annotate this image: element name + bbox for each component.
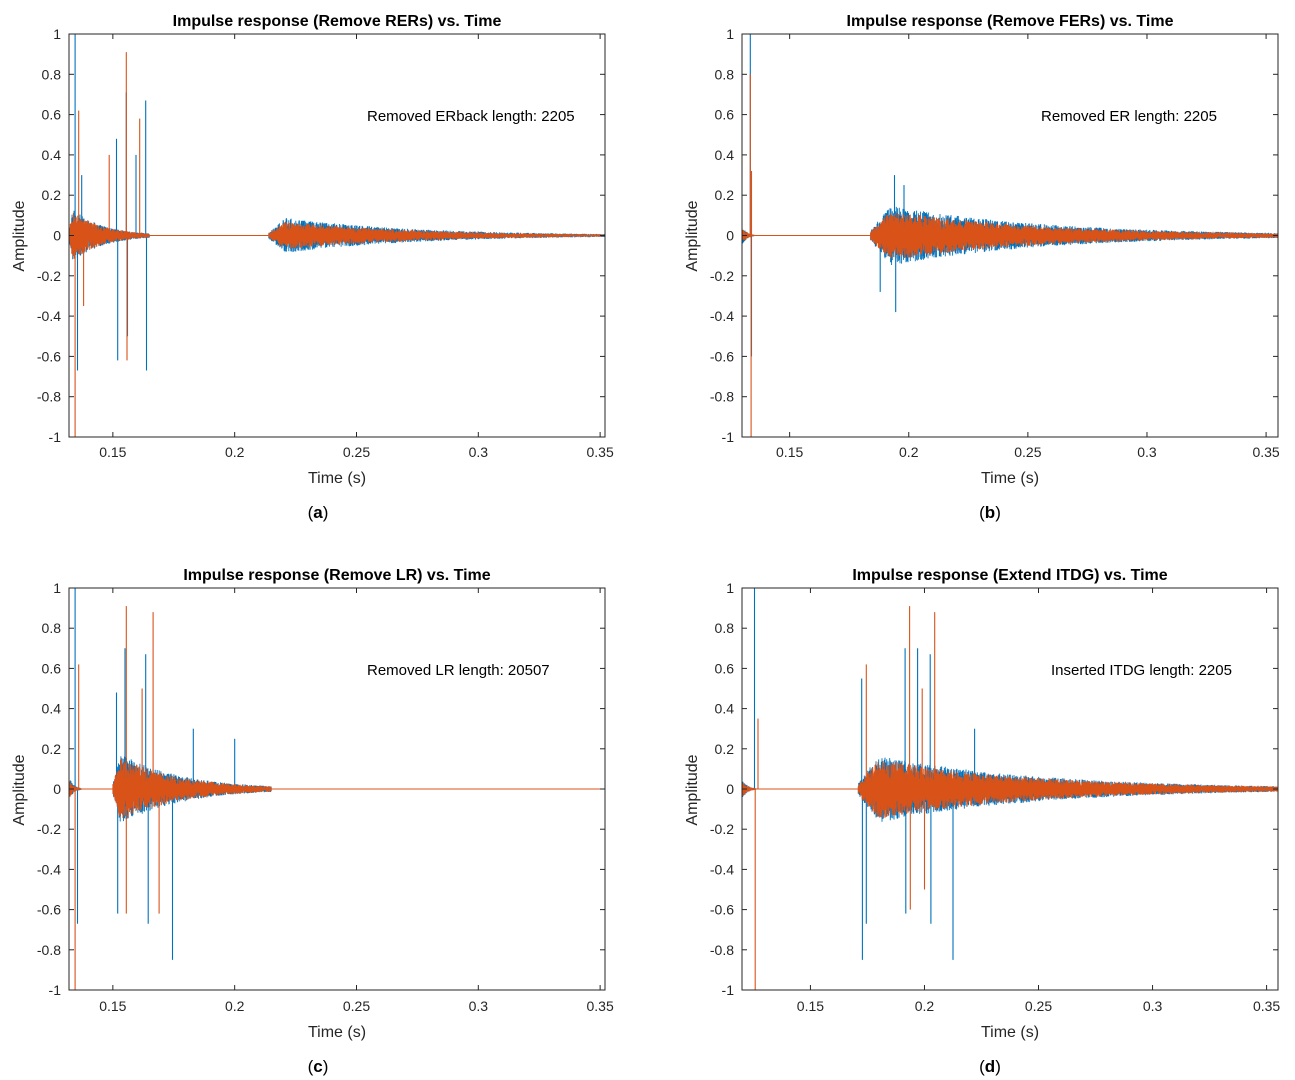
y-tick-label: -0.4 <box>710 861 734 877</box>
series-2-trace <box>742 761 1278 818</box>
y-tick-label: 0 <box>53 781 61 797</box>
y-tick-label: 0.2 <box>715 187 735 203</box>
panel-caption: (c) <box>308 1057 329 1076</box>
x-tick-label: 0.3 <box>469 998 489 1014</box>
x-axis-label: Time (s) <box>308 470 366 487</box>
plot-lines <box>69 34 605 437</box>
x-tick-label: 0.2 <box>225 998 245 1014</box>
y-tick-label: 0.8 <box>42 620 62 636</box>
x-tick-label: 0.3 <box>1143 998 1163 1014</box>
x-axis-label: Time (s) <box>981 470 1039 487</box>
x-tick-label: 0.2 <box>915 998 935 1014</box>
y-tick-label: 1 <box>726 580 734 596</box>
y-tick-label: -0.6 <box>710 902 734 918</box>
y-tick-label: -0.6 <box>37 902 61 918</box>
y-tick-label: 0.4 <box>42 147 62 163</box>
x-axis-label: Time (s) <box>308 1024 366 1041</box>
x-tick-label: 0.15 <box>776 444 803 460</box>
x-tick-label: 0.15 <box>99 444 126 460</box>
y-tick-label: -0.2 <box>37 821 61 837</box>
series-2-trace <box>69 212 605 259</box>
y-tick-label: 1 <box>726 26 734 42</box>
y-tick-label: 0.8 <box>42 66 62 82</box>
chart-title: Impulse response (Extend ITDG) vs. Time <box>852 567 1167 584</box>
chart-title: Impulse response (Remove FERs) vs. Time <box>847 13 1174 30</box>
chart-annotation: Inserted ITDG length: 2205 <box>1051 662 1232 679</box>
y-tick-label: -0.4 <box>710 308 734 324</box>
x-tick-label: 0.35 <box>1252 444 1279 460</box>
chart-panel-c: 1 0.8 0.6 0.4 0.2 0 -0.2 -0.4 -0.6 -0.8 -1 0.15 0.2 0… <box>11 567 614 1076</box>
y-tick-label: 0.4 <box>715 701 735 717</box>
chart-annotation: Removed LR length: 20507 <box>367 662 550 679</box>
chart-annotation: Removed ER length: 2205 <box>1041 108 1217 125</box>
y-tick-label: 0.6 <box>42 107 62 123</box>
panel-caption: (d) <box>979 1057 1001 1076</box>
y-tick-label: -0.8 <box>37 942 61 958</box>
x-tick-label: 0.25 <box>343 444 370 460</box>
y-axis-label: Amplitude <box>11 200 28 271</box>
x-tick-label: 0.25 <box>1014 444 1041 460</box>
series-2-trace <box>742 212 1278 259</box>
x-tick-label: 0.2 <box>225 444 245 460</box>
plot-lines <box>742 588 1278 990</box>
y-tick-label: -0.2 <box>710 268 734 284</box>
y-tick-label: -0.2 <box>710 821 734 837</box>
y-tick-label: -0.4 <box>37 861 61 877</box>
series-2-trace <box>69 759 605 818</box>
y-tick-label: 0.2 <box>42 187 62 203</box>
chart-title: Impulse response (Remove RERs) vs. Time <box>173 13 502 30</box>
x-tick-label: 0.35 <box>587 444 614 460</box>
y-tick-label: 1 <box>53 580 61 596</box>
y-tick-label: 0.6 <box>42 660 62 676</box>
y-tick-label: 0.6 <box>715 660 735 676</box>
y-tick-label: -0.6 <box>710 348 734 364</box>
y-tick-label: 0 <box>53 228 61 244</box>
y-tick-label: -1 <box>49 429 62 445</box>
y-tick-label: -1 <box>49 982 62 998</box>
y-tick-label: -1 <box>722 982 735 998</box>
y-tick-label: 0.8 <box>715 66 735 82</box>
x-tick-label: 0.3 <box>469 444 489 460</box>
y-axis-label: Amplitude <box>684 200 701 271</box>
panel-caption: (a) <box>308 503 329 522</box>
x-axis-label: Time (s) <box>981 1024 1039 1041</box>
y-tick-label: -0.6 <box>37 348 61 364</box>
y-tick-label: 0 <box>726 781 734 797</box>
y-tick-label: 0.6 <box>715 107 735 123</box>
plot-lines <box>742 34 1278 437</box>
y-tick-label: -0.8 <box>37 389 61 405</box>
y-tick-label: 0.2 <box>42 741 62 757</box>
x-tick-label: 0.2 <box>899 444 919 460</box>
y-tick-label: 0.4 <box>42 701 62 717</box>
y-tick-label: 0.8 <box>715 620 735 636</box>
y-axis-label: Amplitude <box>11 754 28 825</box>
x-tick-label: 0.25 <box>343 998 370 1014</box>
x-tick-label: 0.15 <box>99 998 126 1014</box>
chart-panel-d: 1 0.8 0.6 0.4 0.2 0 -0.2 -0.4 -0.6 -0.8 -1 0.15 0.2 0… <box>684 567 1280 1076</box>
y-tick-label: 1 <box>53 26 61 42</box>
chart-annotation: Removed ERback length: 2205 <box>367 108 575 125</box>
y-axis-label: Amplitude <box>684 754 701 825</box>
chart-panel-a: 1 0.8 0.6 0.4 0.2 0 -0.2 -0.4 -0.6 -0.8 -1 0.15 0.2 0… <box>11 13 614 522</box>
plot-lines <box>69 588 605 990</box>
y-tick-label: 0.2 <box>715 741 735 757</box>
y-tick-label: -0.8 <box>710 942 734 958</box>
y-tick-label: 0 <box>726 228 734 244</box>
y-tick-label: -0.4 <box>37 308 61 324</box>
x-tick-label: 0.35 <box>1253 998 1280 1014</box>
y-tick-label: 0.4 <box>715 147 735 163</box>
x-tick-label: 0.15 <box>797 998 824 1014</box>
y-tick-label: -0.2 <box>37 268 61 284</box>
panel-caption: (b) <box>979 503 1001 522</box>
x-tick-label: 0.25 <box>1025 998 1052 1014</box>
y-tick-label: -0.8 <box>710 389 734 405</box>
x-tick-label: 0.3 <box>1137 444 1157 460</box>
y-tick-label: -1 <box>722 429 735 445</box>
chart-title: Impulse response (Remove LR) vs. Time <box>183 567 490 584</box>
x-tick-label: 0.35 <box>587 998 614 1014</box>
chart-panel-b: 1 0.8 0.6 0.4 0.2 0 -0.2 -0.4 -0.6 -0.8 -1 0.15 0.2 0… <box>684 13 1280 522</box>
